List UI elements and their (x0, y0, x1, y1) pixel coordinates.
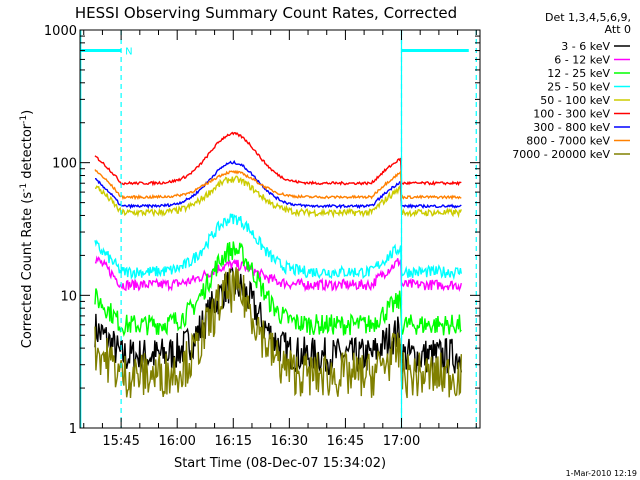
x-axis-label: Start Time (08-Dec-07 15:34:02) (174, 456, 386, 471)
series-line (94, 131, 462, 187)
x-tick-label: 16:15 (215, 434, 252, 449)
series-line (94, 169, 462, 201)
legend-entry-label: 800 - 7000 keV (526, 135, 610, 148)
y-axis-label-sup2: -1 (19, 115, 29, 124)
y-tick-label: 1000 (44, 24, 77, 39)
legend-entry-label: 100 - 300 keV (533, 108, 610, 121)
x-tick-label: 16:30 (271, 434, 308, 449)
x-tick-label: 16:00 (158, 434, 195, 449)
series-line (94, 267, 462, 399)
legend-entry-label: 3 - 6 keV (561, 40, 610, 53)
series-line (94, 255, 462, 293)
series-line (94, 241, 462, 338)
legend-entry-label: 6 - 12 keV (554, 54, 610, 67)
legend-entry-label: 300 - 800 keV (533, 121, 610, 134)
legend-header: Att 0 (605, 23, 631, 36)
y-axis-label-end: ) (20, 110, 35, 115)
y-tick-label: 10 (60, 289, 77, 304)
legend-entry-label: 7000 - 20000 keV (512, 148, 610, 161)
y-tick-label: 1 (69, 422, 77, 437)
x-tick-label: 15:45 (102, 434, 139, 449)
overlay-markers: N (80, 30, 477, 428)
series-line (94, 213, 462, 281)
series-curves (94, 131, 462, 399)
plot-frame (79, 29, 481, 429)
x-tick-label: 17:00 (383, 434, 420, 449)
saa-label: N (125, 47, 132, 58)
x-axis: 15:45 16:00 16:15 16:30 16:45 17:00 (83, 30, 477, 449)
legend-entry-label: 50 - 100 keV (540, 94, 610, 107)
y-tick-label: 100 (52, 157, 77, 172)
legend-header: Det 1,3,4,5,6,9, (545, 11, 631, 24)
chart-title: HESSI Observing Summary Count Rates, Cor… (75, 4, 457, 22)
legend-entry-label: 12 - 25 keV (547, 67, 610, 80)
y-axis-label: Corrected Count Rate (s-1 detector-1) (19, 110, 35, 348)
x-tick-label: 16:45 (327, 434, 364, 449)
y-axis-label-mid: detector (20, 123, 35, 183)
y-axis: 1 10 100 1000 (44, 24, 480, 437)
y-axis-label-sup1: -1 (19, 183, 29, 192)
legend-entry-label: 25 - 50 keV (547, 81, 610, 94)
y-axis-label-main: Corrected Count Rate (s (20, 192, 35, 349)
footer-date: 1-Mar-2010 12:19 (566, 469, 637, 478)
